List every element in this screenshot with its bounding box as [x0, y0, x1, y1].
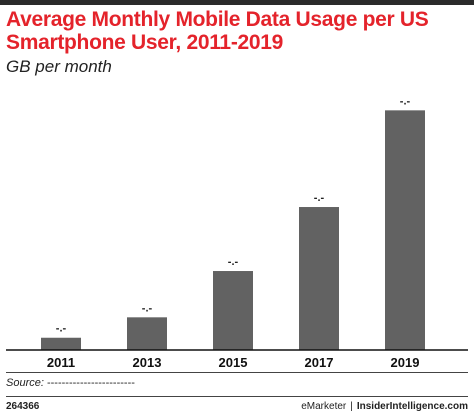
x-tick-label-2017: 2017 — [305, 355, 334, 370]
data-label-2011: -.- — [56, 323, 67, 335]
source-label: Source: — [6, 377, 44, 389]
bar-2011 — [41, 337, 81, 350]
source-divider — [6, 372, 468, 373]
chart-id: 264366 — [6, 401, 40, 412]
data-label-2013: -.- — [142, 302, 153, 314]
x-tick-label-2015: 2015 — [219, 355, 248, 370]
bar-chart: -.- 2011 -.- 2013 -.- 2015 -.- 2017 -.- 2019 — [6, 95, 468, 370]
bar-2013 — [127, 317, 167, 350]
data-label-2019: -.- — [400, 95, 411, 107]
footer-brand: eMarketer | InsiderIntelligence.com — [301, 401, 468, 412]
data-label-2015: -.- — [228, 256, 239, 268]
bar-2017 — [299, 207, 339, 350]
brand-site-link[interactable]: InsiderIntelligence.com — [356, 401, 468, 412]
bar-2015 — [213, 271, 253, 350]
data-label-2017: -.- — [314, 192, 325, 204]
source-line: Source: ------------------------ — [6, 377, 135, 389]
source-value: ------------------------ — [46, 377, 135, 389]
x-tick-label-2013: 2013 — [133, 355, 162, 370]
brand-name: eMarketer — [301, 401, 347, 412]
top-accent-bar — [0, 0, 474, 5]
footer-divider — [6, 396, 468, 397]
brand-separator: | — [350, 401, 353, 412]
x-tick-label-2011: 2011 — [47, 355, 75, 370]
bar-2019 — [385, 110, 425, 350]
chart-title: Average Monthly Mobile Data Usage per US… — [6, 8, 429, 54]
x-tick-label-2019: 2019 — [391, 355, 420, 370]
chart-subtitle: GB per month — [6, 57, 112, 76]
